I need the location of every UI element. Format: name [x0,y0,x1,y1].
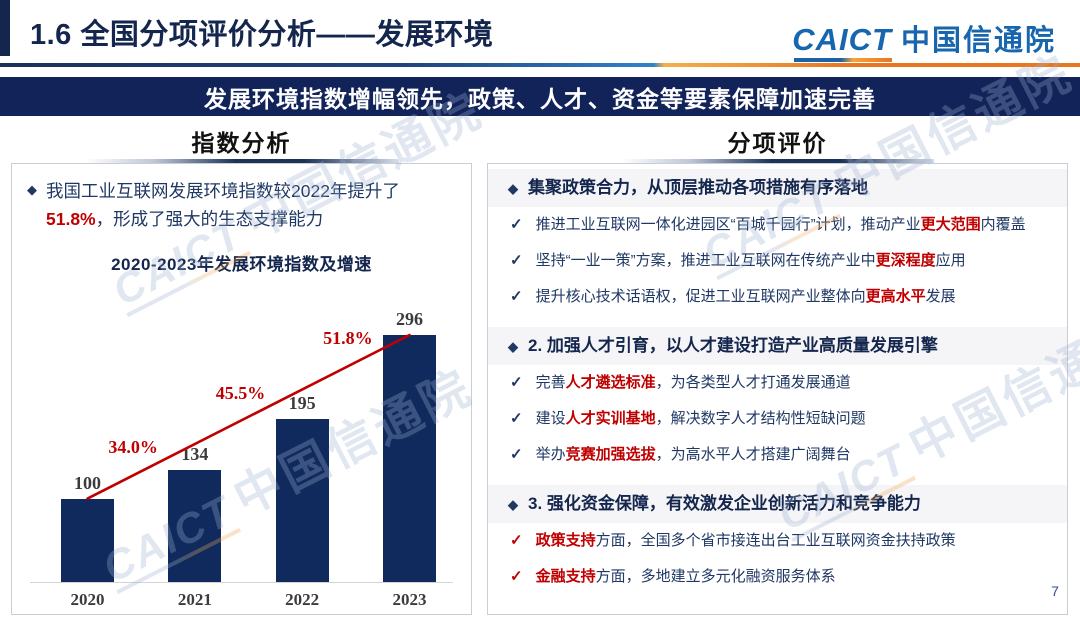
section-heading-text: 3. 强化资金保障，有效激发企业创新活力和竞争能力 [528,494,921,513]
text-segment: 坚持“一业一策”方案，推进工业互联网在传统产业中 [535,252,876,269]
growth-rate-label: 34.0% [108,437,158,458]
highlight-text: 人才遴选标准 [565,374,656,391]
highlight-text: 人才实训基地 [565,410,656,427]
check-item: ✓ 政策支持方面，全国多个省市接连出台工业互联网资金扶持政策 [488,523,1067,559]
evaluation-panel: ◆ 集聚政策合力，从顶层推动各项措施有序落地 ✓ 推进工业互联网一体化进园区“百城千园… [487,163,1068,615]
bar-chart: 100 2020 134 2021 195 2022 296 2023 34.0% 45.5% 51… [12,284,471,614]
text-segment: 内覆盖 [980,216,1026,233]
check-item: ✓ 建设人才实训基地，解决数字人才结构性短缺问题 [488,401,1067,437]
text-segment: 方面，全国多个省市接连出台工业互联网资金扶持政策 [595,532,956,549]
text-segment: 举办 [535,446,566,463]
text-segment: ，为高水平人才搭建广阔舞台 [655,446,851,463]
growth-line [86,333,411,500]
title-accent-bar [0,0,10,56]
highlight-text: 更深程度 [875,252,936,269]
text-segment: 推进工业互联网一体化进园区“百城千园行”计划，推动产业 [535,216,921,233]
check-icon: ✓ [510,374,523,391]
check-item: ✓ 提升核心技术话语权，促进工业互联网产业整体向更高水平发展 [488,279,1067,315]
growth-rate-label: 45.5% [215,382,266,403]
check-item: ✓ 举办竞赛加强选拔，为高水平人才搭建广阔舞台 [488,437,1067,473]
check-item-text: 坚持“一业一策”方案，推进工业互联网在传统产业中更深程度应用 [536,250,966,272]
highlight-text: 更高水平 [865,288,926,305]
check-item-text: 推进工业互联网一体化进园区“百城千园行”计划，推动产业更大范围内覆盖 [536,214,1026,236]
highlight-text: 51.8% [46,209,96,229]
text-segment: 建设 [535,410,566,427]
eval-section: ◆ 2. 加强人才引育，以人才建设打造产业高质量发展引擎 ✓ 完善人才遴选标准，为各类… [488,327,1067,473]
index-analysis-panel: ◆ 我国工业互联网发展环境指数较2022年提升了51.8%，形成了强大的生态支撑… [11,163,472,615]
x-axis-tick-label: 2021 [177,590,212,609]
check-item-text: 金融支持方面，多地建立多元化融资服务体系 [536,566,836,588]
check-item: ✓ 金融支持方面，多地建立多元化融资服务体系 [488,559,1067,595]
bar-value-label: 296 [395,309,423,329]
left-column-header: 指数分析 [191,130,292,156]
x-axis-tick-label: 2023 [392,590,427,609]
left-header-underline [86,159,398,163]
text-segment: 方面，多地建立多元化融资服务体系 [595,568,836,585]
check-item-text: 建设人才实训基地，解决数字人才结构性短缺问题 [536,408,866,430]
eval-section: ◆ 3. 强化资金保障，有效激发企业创新活力和竞争能力 ✓ 政策支持方面，全国多个省市… [488,485,1067,595]
page-title: 1.6 全国分项评价分析——发展环境 [30,19,494,51]
diamond-bullet-icon: ◆ [27,182,37,197]
right-column-header: 分项评价 [727,130,828,156]
summary-bullet: ◆ 我国工业互联网发展环境指数较2022年提升了 51.8%，形成了强大的生态支撑… [12,164,471,233]
check-icon: ✓ [510,410,523,427]
highlight-text: 竞赛加强选拔 [565,446,656,463]
text-segment: ，形成了强大的生态支撑能力 [95,209,324,229]
text-segment: 完善 [535,374,566,391]
check-icon: ✓ [510,216,523,233]
bar-value-label: 195 [288,393,316,414]
section-heading-text: 2. 加强人才引育，以人才建设打造产业高质量发展引擎 [528,336,938,355]
key-message-banner: 发展环境指数增幅领先，政策、人才、资金等要素保障加速完善 [0,77,1080,116]
text-segment: 发展 [925,288,956,305]
right-header-underline [622,159,934,163]
header-divider [0,63,1080,67]
x-axis-line [30,582,453,583]
growth-rate-label: 51.8% [323,328,373,349]
diamond-bullet-icon: ◆ [508,497,518,512]
caict-logo-cn: 中国信通院 [900,25,1056,57]
page-number: 7 [1051,583,1059,599]
check-icon: ✓ [510,532,523,549]
text-segment: 提升核心技术话语权，促进工业互联网产业整体向 [535,288,866,305]
x-axis-tick-label: 2022 [285,590,320,609]
text-segment: 我国工业互联网发展环境指数较2022年提升了 [46,181,400,201]
check-item-text: 举办竞赛加强选拔，为高水平人才搭建广阔舞台 [536,444,851,466]
diamond-bullet-icon: ◆ [508,339,518,354]
check-icon: ✓ [510,288,523,305]
check-item-text: 完善人才遴选标准，为各类型人才打通发展通道 [536,372,851,394]
section-heading: ◆ 3. 强化资金保障，有效激发企业创新活力和竞争能力 [488,485,1067,523]
summary-text: 我国工业互联网发展环境指数较2022年提升了 51.8%，形成了强大的生态支撑能力 [46,177,459,233]
check-item: ✓ 推进工业互联网一体化进园区“百城千园行”计划，推动产业更大范围内覆盖 [488,207,1067,243]
caict-logo-latin: CAICT [792,22,892,62]
check-item: ✓ 坚持“一业一策”方案，推进工业互联网在传统产业中更深程度应用 [488,243,1067,279]
eval-section: ◆ 集聚政策合力，从顶层推动各项措施有序落地 ✓ 推进工业互联网一体化进园区“百城千园… [488,169,1067,315]
chart-bar-2020 [61,498,114,582]
diamond-bullet-icon: ◆ [508,181,518,196]
highlight-text: 更大范围 [920,216,981,233]
highlight-text: 金融支持 [535,568,596,585]
chart-bar-2022 [275,419,329,582]
evaluation-sections: ◆ 集聚政策合力，从顶层推动各项措施有序落地 ✓ 推进工业互联网一体化进园区“百城千园… [488,164,1067,607]
x-axis-tick-label: 2020 [70,590,105,609]
section-heading: ◆ 集聚政策合力，从顶层推动各项措施有序落地 [488,169,1067,207]
check-item-text: 政策支持方面，全国多个省市接连出台工业互联网资金扶持政策 [536,530,956,552]
bar-value-label: 134 [181,444,209,465]
caict-logo: CAICT 中国信通院 [792,17,1056,62]
highlight-text: 政策支持 [535,532,596,549]
check-icon: ✓ [510,568,523,585]
section-heading: ◆ 2. 加强人才引育，以人才建设打造产业高质量发展引擎 [488,327,1067,365]
chart-bar-2021 [168,470,222,582]
check-icon: ✓ [510,446,523,463]
check-icon: ✓ [510,252,523,269]
text-segment: ，解决数字人才结构性短缺问题 [655,410,866,427]
bar-value-label: 100 [74,472,101,493]
text-segment: 应用 [935,252,966,269]
section-heading-text: 集聚政策合力，从顶层推动各项措施有序落地 [528,178,868,197]
check-item: ✓ 完善人才遴选标准，为各类型人才打通发展通道 [488,365,1067,401]
chart-bar-2023 [382,335,436,582]
check-item-text: 提升核心技术话语权，促进工业互联网产业整体向更高水平发展 [536,286,956,308]
chart-title: 2020-2023年发展环境指数及增速 [111,255,372,274]
text-segment: ，为各类型人才打通发展通道 [655,374,851,391]
